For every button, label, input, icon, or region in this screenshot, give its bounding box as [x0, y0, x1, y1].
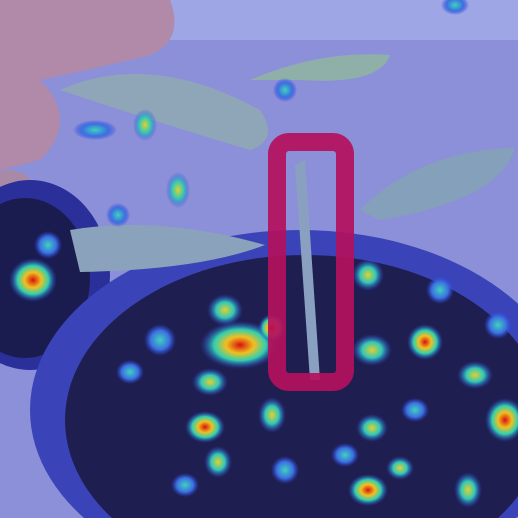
heat-spot [207, 294, 243, 326]
heat-spot [106, 203, 130, 227]
heat-spot [386, 456, 414, 480]
heat-spot [9, 258, 57, 302]
heat-spot [356, 414, 388, 442]
heat-spot [401, 398, 429, 422]
leaf [250, 54, 390, 81]
heat-spot [144, 324, 176, 356]
heat-spot [171, 473, 199, 497]
heat-spot [116, 360, 144, 384]
heat-spot [485, 398, 518, 442]
leaf [60, 74, 268, 150]
heat-spot [271, 456, 299, 484]
heat-spot [352, 259, 384, 291]
heat-spot [484, 311, 512, 339]
heat-spot [133, 109, 157, 141]
stem [295, 160, 320, 380]
heat-spot [352, 334, 392, 366]
heat-spot [407, 324, 443, 360]
heat-spot [273, 78, 297, 102]
heat-spot [166, 172, 190, 208]
leaf [70, 225, 265, 272]
heat-spot [73, 120, 117, 140]
heat-spot [258, 397, 286, 433]
heat-spot [454, 472, 482, 508]
highlight-box [268, 133, 354, 391]
heat-spots [9, 0, 518, 508]
leaf [360, 148, 515, 220]
heat-spot [34, 231, 62, 259]
heat-spot [192, 368, 228, 396]
heat-spot [457, 361, 493, 389]
heat-spot [331, 443, 359, 467]
heat-spot [204, 446, 232, 478]
heat-spot [185, 411, 225, 443]
heat-spot [348, 474, 388, 506]
hand [0, 0, 175, 170]
heat-spot [441, 0, 469, 15]
heat-spot [426, 276, 454, 304]
